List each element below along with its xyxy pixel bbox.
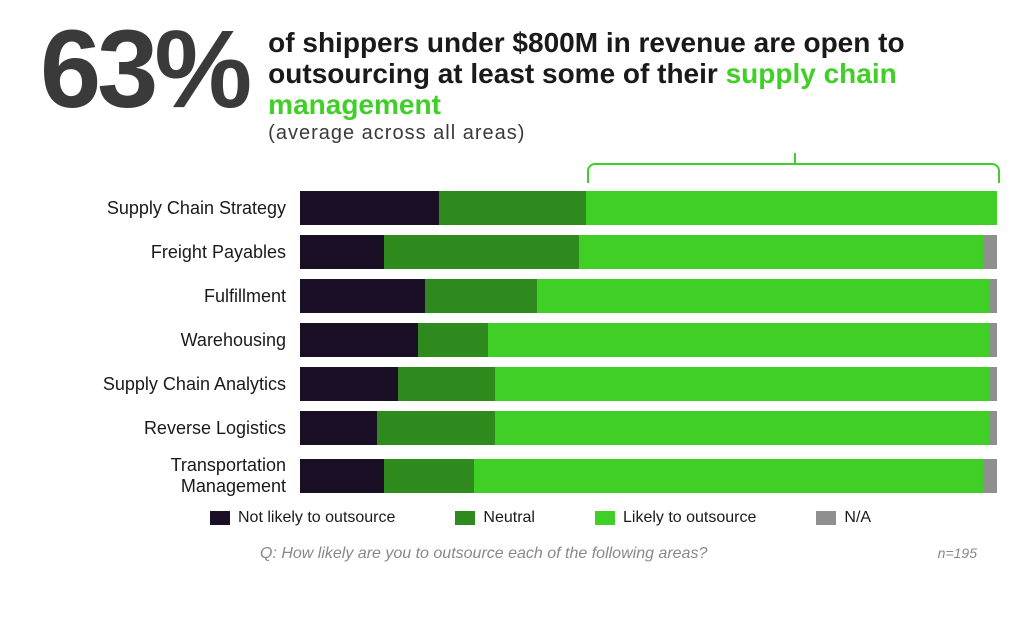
bar-segment-neutral [439, 191, 585, 225]
bar-segment-na [990, 323, 997, 357]
chart-row: Supply Chain Strategy [80, 191, 997, 225]
legend-label: Not likely to outsource [238, 509, 395, 527]
legend-swatch [816, 511, 836, 525]
bracket-line [587, 163, 1000, 183]
chart-row: Freight Payables [80, 235, 997, 269]
bar-segment-na [990, 367, 997, 401]
bar-segment-neutral [384, 459, 475, 493]
bar-segment-not_likely [300, 235, 384, 269]
bar-segment-na [990, 279, 997, 313]
bar-segment-neutral [377, 411, 495, 445]
bar-segment-not_likely [300, 459, 384, 493]
chart-row: Warehousing [80, 323, 997, 357]
bar-segment-likely [586, 191, 997, 225]
row-label: Supply Chain Strategy [80, 198, 300, 219]
bar-segment-likely [579, 235, 983, 269]
bar [300, 235, 997, 269]
bar-segment-na [983, 235, 997, 269]
row-label: Fulfillment [80, 286, 300, 307]
headline-block: of shippers under $800M in revenue are o… [268, 20, 997, 145]
footer: Q: How likely are you to outsource each … [40, 545, 997, 563]
chart-row: Transportation Management [80, 455, 997, 497]
bar-segment-not_likely [300, 323, 418, 357]
bar-segment-neutral [418, 323, 488, 357]
stacked-bar-chart: Supply Chain Strategy Freight Payables Ful… [80, 191, 997, 497]
legend-item: Not likely to outsource [210, 509, 395, 527]
legend-item: Neutral [455, 509, 535, 527]
bar-segment-neutral [425, 279, 537, 313]
bar-segment-likely [488, 323, 990, 357]
row-label: Transportation Management [80, 455, 300, 497]
headline-percent: 63% [40, 20, 248, 119]
bar [300, 367, 997, 401]
bar-segment-not_likely [300, 191, 439, 225]
legend-swatch [595, 511, 615, 525]
bar-segment-likely [495, 367, 990, 401]
legend-label: Neutral [483, 509, 535, 527]
bar-segment-not_likely [300, 411, 377, 445]
bar [300, 191, 997, 225]
legend-swatch [455, 511, 475, 525]
bar-segment-likely [495, 411, 990, 445]
bar [300, 323, 997, 357]
headline-text: of shippers under $800M in revenue are o… [268, 20, 997, 120]
row-label: Reverse Logistics [80, 418, 300, 439]
legend-label: N/A [844, 509, 871, 527]
chart-row: Reverse Logistics [80, 411, 997, 445]
footer-sample: n=195 [938, 545, 977, 561]
legend-item: Likely to outsource [595, 509, 756, 527]
chart-row: Supply Chain Analytics [80, 367, 997, 401]
legend-label: Likely to outsource [623, 509, 756, 527]
bar [300, 279, 997, 313]
bar [300, 411, 997, 445]
row-label: Warehousing [80, 330, 300, 351]
row-label: Freight Payables [80, 242, 300, 263]
bar-segment-likely [537, 279, 990, 313]
bar [300, 459, 997, 493]
legend: Not likely to outsource Neutral Likely to … [210, 509, 997, 527]
bar-segment-neutral [398, 367, 496, 401]
bar-segment-neutral [384, 235, 579, 269]
bar-segment-not_likely [300, 367, 398, 401]
bar-segment-likely [474, 459, 983, 493]
header: 63% of shippers under $800M in revenue a… [40, 20, 997, 145]
bracket-stem [794, 153, 796, 163]
legend-item: N/A [816, 509, 871, 527]
bar-segment-na [990, 411, 997, 445]
chart-row: Fulfillment [80, 279, 997, 313]
headline-subhead: (average across all areas) [268, 122, 997, 145]
bar-segment-not_likely [300, 279, 425, 313]
legend-swatch [210, 511, 230, 525]
footer-question: Q: How likely are you to outsource each … [260, 545, 707, 563]
bar-segment-na [983, 459, 997, 493]
row-label: Supply Chain Analytics [80, 374, 300, 395]
bracket [300, 155, 997, 185]
